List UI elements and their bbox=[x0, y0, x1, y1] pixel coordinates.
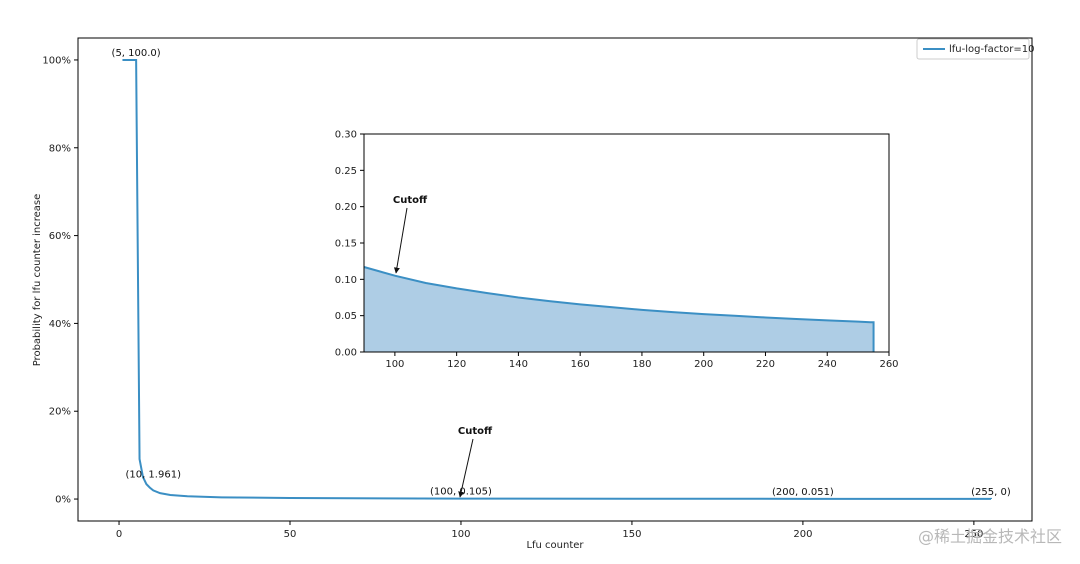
point-label: (5, 100.0) bbox=[112, 48, 161, 59]
y-tick-label: 0% bbox=[55, 495, 71, 506]
inset-x-tick-label: 160 bbox=[571, 359, 590, 370]
inset-area-fill bbox=[364, 266, 874, 352]
inset-y-tick-label: 0.00 bbox=[335, 348, 357, 359]
y-tick-label: 60% bbox=[49, 231, 71, 242]
series-line-lfu-log-factor-10 bbox=[122, 58, 992, 500]
inset-x-tick-label: 200 bbox=[694, 359, 713, 370]
inset-line bbox=[363, 266, 875, 352]
inset-x-tick-label: 140 bbox=[509, 359, 528, 370]
x-tick-label: 200 bbox=[793, 529, 812, 540]
x-tick-label: 250 bbox=[964, 529, 983, 540]
x-tick-label: 100 bbox=[451, 529, 470, 540]
x-tick-label: 50 bbox=[284, 529, 297, 540]
point-label: (10, 1.961) bbox=[125, 469, 181, 480]
y-tick-label: 20% bbox=[49, 407, 71, 418]
main-series-line bbox=[122, 58, 992, 500]
point-label: (200, 0.051) bbox=[772, 487, 834, 498]
x-tick-label: 0 bbox=[116, 529, 122, 540]
inset-x-tick-label: 120 bbox=[447, 359, 466, 370]
main-ticks: 0 50 100 150 200 250 0% 20% 40% 60% 80% 100% bbox=[42, 55, 983, 540]
y-tick-label: 100% bbox=[42, 55, 71, 66]
y-tick-label: 80% bbox=[49, 143, 71, 154]
point-label: (255, 0) bbox=[971, 487, 1011, 498]
inset-y-tick-label: 0.05 bbox=[335, 311, 357, 322]
inset-area bbox=[363, 266, 875, 352]
watermark: @稀土掘金技术社区 bbox=[918, 527, 1062, 546]
inset-x-tick-label: 100 bbox=[385, 359, 404, 370]
inset-x-tick-label: 220 bbox=[756, 359, 775, 370]
main-cutoff-annotation: Cutoff bbox=[458, 426, 493, 437]
inset-x-tick-label: 180 bbox=[632, 359, 651, 370]
legend: lfu-log-factor=10 bbox=[916, 38, 1035, 60]
y-axis-label: Probability for lfu counter increase bbox=[32, 194, 43, 367]
inset-ticks: 100 120 140 160 180 200 220 240 260 0.00 0.05 0.10 0… bbox=[335, 130, 899, 371]
inset-x-tick-label: 260 bbox=[879, 359, 898, 370]
legend-box bbox=[916, 38, 1030, 60]
inset-y-tick-label: 0.20 bbox=[335, 202, 357, 213]
main-plot-frame bbox=[77, 37, 1033, 522]
inset-y-tick-label: 0.15 bbox=[335, 239, 357, 250]
inset-x-tick-label: 240 bbox=[818, 359, 837, 370]
x-axis-label: Lfu counter bbox=[526, 540, 584, 551]
inset-y-tick-label: 0.30 bbox=[335, 130, 357, 141]
y-tick-label: 40% bbox=[49, 319, 71, 330]
inset-cutoff-arrow bbox=[393, 207, 408, 274]
legend-entry: lfu-log-factor=10 bbox=[949, 44, 1035, 55]
inset-y-tick-label: 0.10 bbox=[335, 275, 357, 286]
x-tick-label: 150 bbox=[622, 529, 641, 540]
inset-cutoff-annotation: Cutoff bbox=[393, 195, 428, 206]
inset-y-tick-label: 0.25 bbox=[335, 166, 357, 177]
main-cutoff-arrow bbox=[458, 438, 474, 498]
